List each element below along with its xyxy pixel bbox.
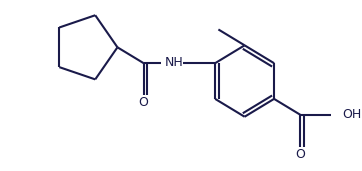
Text: O: O [295, 148, 305, 161]
Text: O: O [139, 96, 148, 109]
Text: OH: OH [342, 108, 361, 121]
Text: NH: NH [165, 56, 183, 69]
